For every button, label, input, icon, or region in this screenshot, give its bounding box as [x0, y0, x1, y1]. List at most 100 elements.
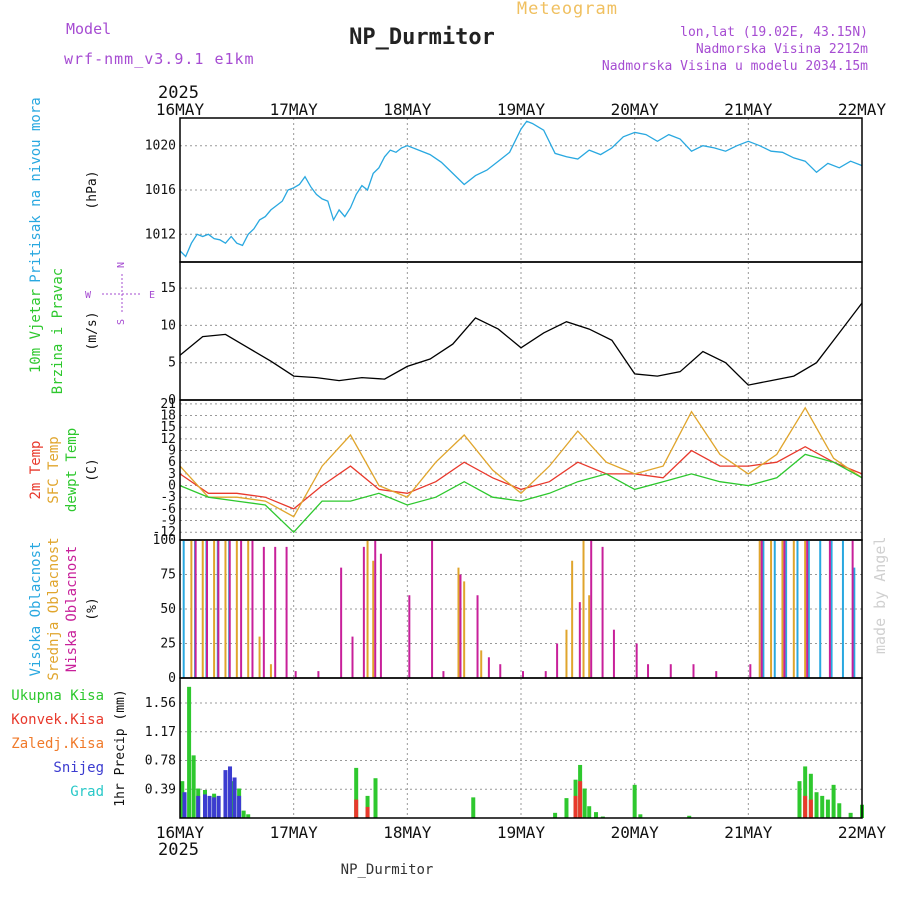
precip-legend-item: Ukupna Kisa: [11, 688, 104, 704]
y-axis-label: Niska Oblacnost: [64, 546, 80, 672]
y-tick-label: 5: [168, 356, 176, 371]
series-line: [179, 406, 863, 518]
y-unit-label: (m/s): [85, 311, 100, 350]
precip-bar: [212, 797, 217, 818]
y-tick-label: 25: [160, 637, 176, 652]
precip-bar: [582, 788, 587, 818]
precip-bar: [207, 795, 212, 818]
panel-pressure: 1012 1016 1020 (hPa) Pritisak na nivou mora: [28, 97, 863, 283]
compass-east: E: [149, 290, 155, 301]
panel-frame: [179, 677, 863, 819]
precip-bar: [587, 806, 592, 818]
x-tick-label-bottom: 21MAY: [724, 823, 773, 842]
x-tick-label-bottom: 18MAY: [383, 823, 432, 842]
y-tick-label: -3: [160, 490, 176, 505]
meteogram-subtitle: Meteogram: [517, 0, 618, 19]
precip-bar: [246, 814, 251, 818]
y-unit-label: (hPa): [85, 170, 100, 209]
x-tick-label-bottom: 19MAY: [497, 823, 546, 842]
y-axis-label: dewpt Temp: [64, 428, 80, 512]
y-tick-label: 0.78: [145, 754, 176, 769]
model-name: wrf-nmm_v3.9.1 e1km: [64, 50, 255, 68]
y-tick-label: 15: [160, 281, 176, 296]
precip-bar: [354, 767, 359, 818]
precip-bar: [797, 781, 802, 818]
precip-bar: [687, 815, 692, 818]
x-tick-label-top: 17MAY: [270, 100, 319, 119]
series-line: [179, 445, 863, 510]
y-tick-label: -12: [153, 525, 176, 540]
y-tick-label: 1012: [145, 227, 176, 242]
precip-bar: [825, 799, 830, 818]
year-label-top: 2025: [158, 83, 199, 103]
model-altitude-text: Nadmorska Visina u modelu 2034.15m: [602, 59, 868, 74]
precip-bar: [573, 795, 578, 818]
y-tick-label: 1016: [145, 183, 176, 198]
precip-bar: [632, 784, 637, 818]
y-axis-label: 10m Vjetar: [28, 289, 44, 373]
precip-bar: [553, 812, 558, 818]
y-axis-label: Pritisak na nivou mora: [28, 97, 44, 282]
y-tick-label: 100: [153, 533, 176, 548]
precip-bar: [196, 795, 201, 818]
x-tick-label-top: 21MAY: [724, 100, 773, 119]
y-tick-label: 18: [160, 409, 176, 424]
y-axis-label: Brzina i Pravac: [50, 268, 66, 394]
precip-bar: [803, 795, 808, 818]
precip-bar: [808, 799, 813, 818]
x-tick-label-top: 16MAY: [156, 100, 205, 119]
x-tick-label-top: 22MAY: [838, 100, 887, 119]
y-tick-label: 0: [168, 393, 176, 408]
precip-bar: [837, 803, 842, 818]
precip-bar: [191, 755, 196, 818]
y-axis-label: Visoka Oblacnost: [28, 542, 44, 677]
precip-bar: [808, 773, 813, 818]
precip-bar: [182, 792, 187, 818]
y-tick-label: 15: [160, 420, 176, 435]
footer-location: NP_Durmitor: [341, 862, 434, 878]
compass-north: N: [116, 262, 127, 268]
year-label-bottom: 2025: [158, 840, 199, 860]
precip-legend-item: Grad: [70, 784, 104, 800]
precip-bar: [223, 770, 228, 818]
x-tick-label-bottom: 22MAY: [838, 823, 887, 842]
precip-bar: [471, 797, 476, 818]
y-tick-label: -9: [160, 514, 176, 529]
y-unit-label: (%): [85, 597, 100, 620]
precip-bar: [594, 812, 599, 818]
precip-legend-item: Snijeg: [53, 760, 104, 776]
y-axis-label: 2m Temp: [28, 440, 44, 499]
precip-bar: [241, 810, 246, 818]
precip-bar: [564, 798, 569, 818]
panel-precip: 0.39 0.78 1.17 1.56 1hr Precip (mm) Ukupna Ki…: [11, 677, 864, 819]
y-tick-label: 6: [168, 455, 176, 470]
precip-bar: [831, 784, 836, 818]
y-tick-label: 1.56: [145, 696, 176, 711]
precip-bar: [365, 806, 370, 818]
compass-west: W: [85, 290, 92, 301]
wind-compass: N W E S: [85, 262, 155, 325]
precip-bar: [180, 781, 185, 818]
y-tick-label: 3: [168, 467, 176, 482]
chart-title: NP_Durmitor: [349, 25, 495, 50]
y-tick-label: 0: [168, 671, 176, 686]
precip-bar: [203, 794, 208, 818]
y-tick-label: 75: [160, 568, 176, 583]
x-tick-label-top: 18MAY: [383, 100, 432, 119]
precip-bar: [187, 686, 192, 818]
y-tick-label: 1020: [145, 139, 176, 154]
precip-bar: [228, 766, 233, 818]
precip-bar: [237, 795, 242, 818]
x-tick-label-bottom: 20MAY: [611, 823, 660, 842]
x-tick-label-bottom: 17MAY: [270, 823, 319, 842]
x-tick-label-bottom: 16MAY: [156, 823, 205, 842]
y-tick-label: 0.39: [145, 782, 176, 797]
precip-bar: [216, 795, 221, 818]
y-tick-label: 12: [160, 432, 176, 447]
y-tick-label: 10: [160, 318, 176, 333]
y-tick-label: 9: [168, 444, 176, 459]
watermark: made by Angel: [871, 537, 889, 654]
model-label: Model: [66, 20, 111, 38]
precip-bar: [373, 778, 378, 818]
x-tick-label-top: 19MAY: [497, 100, 546, 119]
